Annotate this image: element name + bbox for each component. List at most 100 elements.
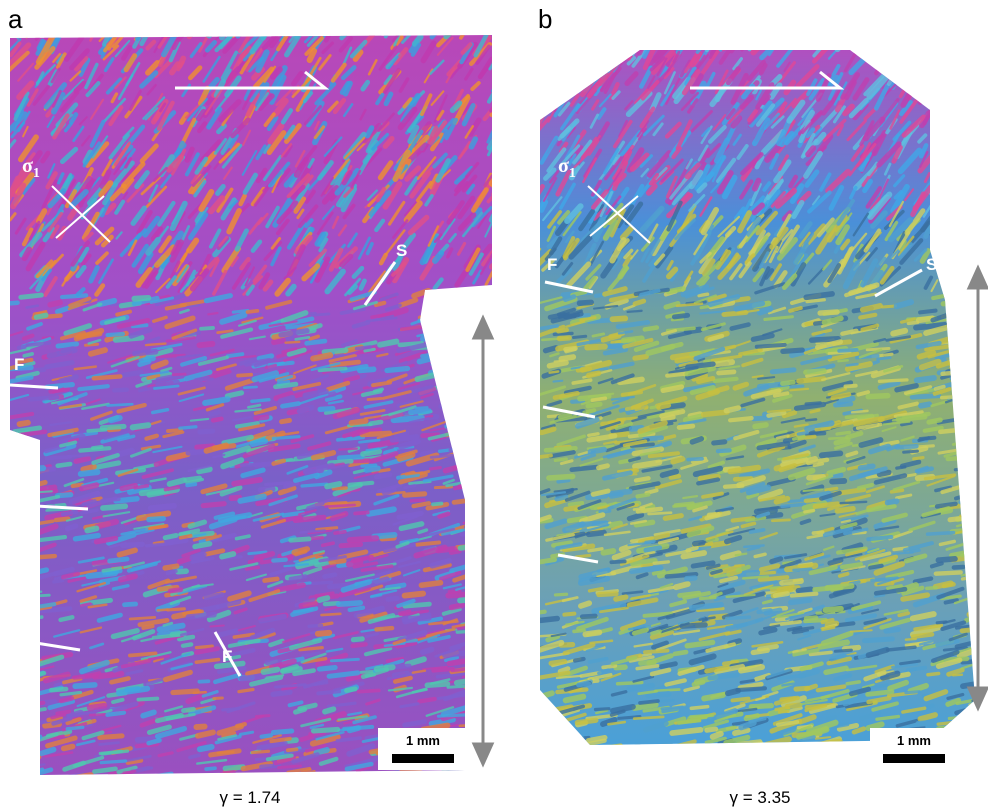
grain	[658, 700, 674, 701]
panel-label: a	[8, 4, 23, 34]
grain	[959, 417, 974, 422]
grain	[723, 26, 741, 49]
grain	[718, 450, 730, 451]
grain	[479, 768, 493, 769]
annotation: F	[14, 355, 24, 374]
grain	[275, 384, 295, 387]
grain	[661, 664, 675, 667]
grain	[188, 452, 203, 453]
grain	[493, 159, 508, 183]
grain	[301, 736, 311, 739]
grain	[488, 294, 514, 296]
grain	[252, 751, 268, 752]
grain	[554, 333, 572, 334]
grain	[542, 693, 552, 696]
grain	[932, 563, 942, 566]
grain	[273, 731, 291, 732]
grain	[962, 628, 988, 630]
grain	[681, 745, 692, 746]
grain	[194, 692, 206, 693]
grain	[63, 349, 73, 351]
grain	[138, 699, 157, 700]
grain	[727, 538, 740, 542]
grain	[624, 338, 642, 340]
grain	[955, 125, 972, 146]
grain	[979, 222, 988, 242]
grain	[50, 303, 60, 305]
grain	[614, 42, 625, 60]
grain	[419, 317, 430, 321]
grain	[956, 118, 975, 137]
grain	[222, 772, 234, 773]
grain	[966, 112, 975, 123]
grain	[81, 472, 98, 474]
grain	[133, 425, 149, 427]
grain	[806, 403, 820, 404]
grain	[338, 437, 363, 439]
grain	[611, 561, 624, 562]
grain	[228, 354, 242, 356]
grain	[350, 608, 363, 610]
grain	[34, 556, 54, 557]
grain	[90, 706, 105, 708]
grain	[967, 241, 975, 250]
grain	[448, 360, 473, 362]
grain	[168, 430, 181, 431]
grain	[877, 358, 890, 360]
grain	[842, 564, 861, 567]
grain	[667, 374, 686, 376]
grain	[935, 41, 942, 54]
grain	[377, 667, 393, 669]
grain	[455, 464, 479, 468]
grain	[741, 667, 762, 671]
grain	[956, 352, 967, 353]
grain	[81, 604, 90, 606]
grain	[845, 386, 855, 387]
grain	[339, 449, 357, 450]
grain	[301, 604, 315, 606]
grain	[975, 729, 988, 731]
grain	[789, 501, 799, 502]
grain	[782, 504, 804, 506]
grain	[330, 461, 352, 463]
grain	[870, 566, 882, 568]
grain	[961, 726, 985, 731]
grain	[912, 396, 939, 398]
grain	[751, 530, 764, 532]
grain	[362, 433, 390, 434]
grain	[931, 214, 947, 234]
grain	[247, 567, 259, 569]
grain	[36, 18, 56, 39]
grain	[64, 746, 73, 748]
grain	[557, 497, 567, 499]
grain	[970, 217, 983, 234]
grain	[914, 458, 923, 459]
grain	[291, 576, 306, 579]
grain	[73, 485, 82, 486]
grain	[721, 24, 737, 49]
grain	[438, 715, 466, 716]
grain	[63, 574, 77, 577]
grain	[441, 321, 469, 329]
grain	[432, 363, 444, 365]
grain	[644, 746, 673, 748]
grain	[313, 355, 330, 358]
grain	[309, 625, 321, 626]
grain	[405, 618, 429, 620]
grain	[979, 505, 988, 512]
grain	[324, 575, 334, 577]
grain	[942, 397, 959, 398]
grain	[108, 334, 123, 335]
grain	[565, 297, 574, 300]
grain	[612, 318, 625, 319]
grain	[599, 466, 608, 468]
grain	[933, 143, 941, 154]
grain	[127, 689, 138, 690]
grain	[592, 746, 620, 749]
grain	[950, 516, 977, 519]
grain	[618, 682, 642, 683]
figure: a b σ1 σ1 S F F F S 1 mm 1 mm γ = 1.74 γ…	[0, 0, 988, 811]
grain	[672, 730, 700, 733]
grain	[757, 345, 785, 347]
grain	[24, 336, 33, 339]
